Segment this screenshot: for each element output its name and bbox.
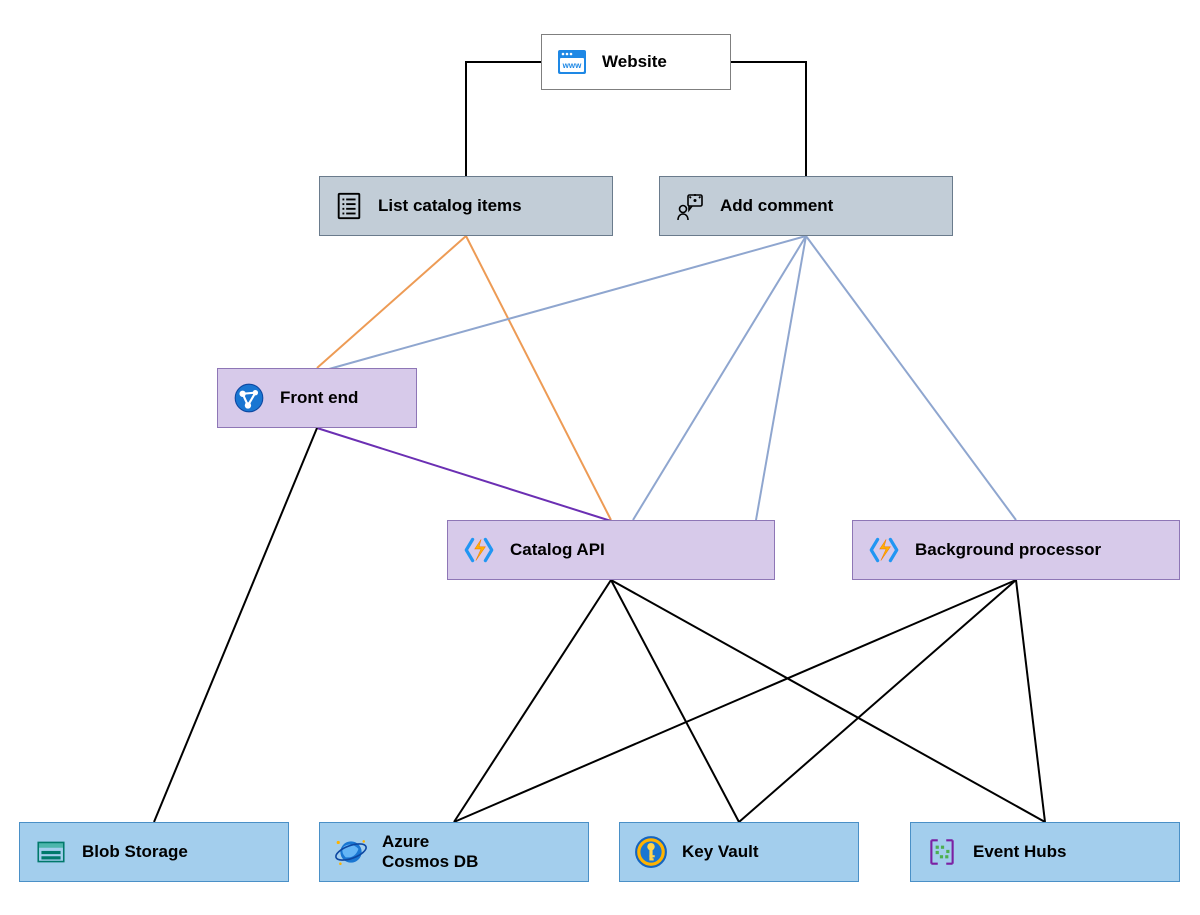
list-icon — [334, 191, 364, 221]
node-label: Key Vault — [682, 842, 844, 862]
node-event-hubs: Event Hubs — [910, 822, 1180, 882]
edges-layer — [0, 0, 1200, 915]
node-blob-storage: Blob Storage — [19, 822, 289, 882]
globe-icon — [232, 381, 266, 415]
node-cosmos-db: AzureCosmos DB — [319, 822, 589, 882]
key-icon — [634, 835, 668, 869]
node-key-vault: Key Vault — [619, 822, 859, 882]
node-front-end: Front end — [217, 368, 417, 428]
node-label: Background processor — [915, 540, 1165, 560]
node-add-comment: Add comment — [659, 176, 953, 236]
node-label: Blob Storage — [82, 842, 274, 862]
functions-icon — [867, 533, 901, 567]
events-icon — [925, 835, 959, 869]
node-catalog-api: Catalog API — [447, 520, 775, 580]
diagram-canvas: { "diagram": { "type": "network", "width… — [0, 0, 1200, 915]
node-label: Front end — [280, 388, 402, 408]
node-label: Add comment — [720, 196, 938, 216]
node-website: www Website — [541, 34, 731, 90]
svg-text:www: www — [562, 61, 582, 70]
node-label: AzureCosmos DB — [382, 832, 574, 871]
node-label: Website — [602, 52, 716, 72]
node-background-processor: Background processor — [852, 520, 1180, 580]
storage-icon — [34, 835, 68, 869]
node-list-catalog: List catalog items — [319, 176, 613, 236]
www-icon: www — [556, 46, 588, 78]
node-label: List catalog items — [378, 196, 598, 216]
feedback-icon — [674, 190, 706, 222]
cosmos-icon — [334, 835, 368, 869]
node-label: Catalog API — [510, 540, 760, 560]
node-label: Event Hubs — [973, 842, 1165, 862]
functions-icon — [462, 533, 496, 567]
